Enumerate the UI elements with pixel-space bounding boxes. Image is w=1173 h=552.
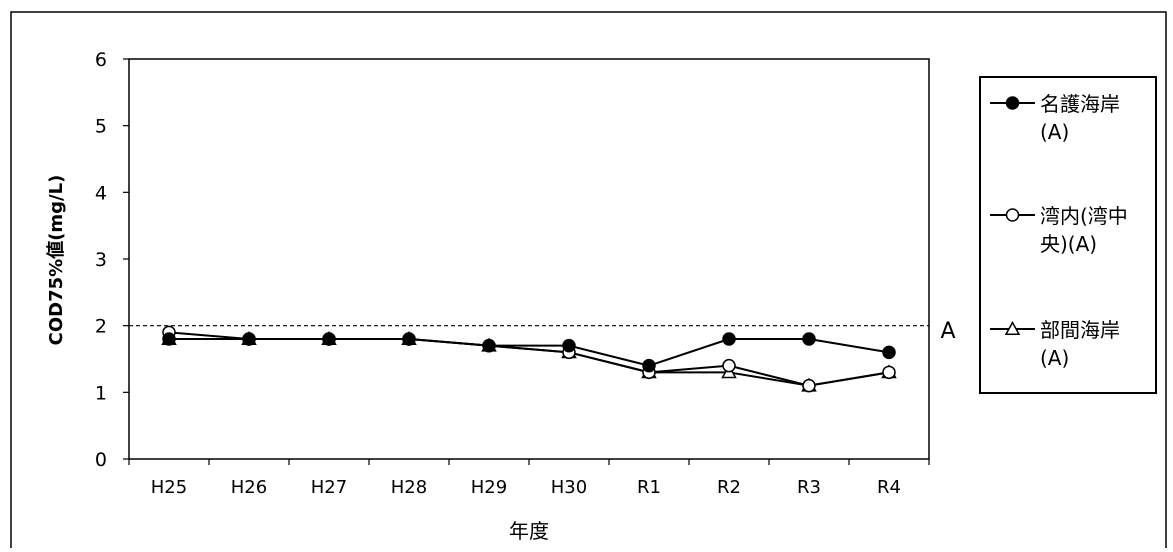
- data-point: [802, 378, 816, 393]
- x-tick-label: H26: [231, 477, 267, 498]
- plot-area: 0 1 2 3 4 5 6 H25 H26 H27 H28 H29 H30 R1 R2 R3 R4: [95, 49, 930, 498]
- x-tick-label: R2: [717, 477, 741, 498]
- reference-line-label: A: [940, 319, 955, 344]
- y-tick-label: 6: [95, 49, 107, 71]
- legend-label: (A): [1040, 120, 1069, 144]
- data-point: [482, 338, 496, 353]
- data-point: [562, 338, 576, 353]
- y-tick-label: 5: [95, 116, 107, 138]
- x-tick-label: H27: [311, 477, 347, 498]
- x-tick-label: H28: [391, 477, 427, 498]
- legend-label: 央)(A): [1040, 232, 1097, 256]
- x-tick-label: H30: [551, 477, 587, 498]
- data-point: [722, 358, 736, 373]
- x-tick-label: H29: [471, 477, 507, 498]
- legend-label: (A): [1040, 346, 1069, 370]
- legend-marker: [1005, 96, 1020, 110]
- legend-label: 名護海岸: [1040, 92, 1120, 116]
- legend: 名護海岸 (A) 湾内(湾中央)(A) 部間海岸 (A): [979, 76, 1157, 394]
- data-point: [802, 332, 816, 346]
- y-tick-label: 4: [95, 182, 107, 204]
- y-axis-title: COD75%値(mg/L): [45, 175, 67, 346]
- data-point: [722, 332, 736, 346]
- x-axis-title: 年度: [509, 519, 549, 543]
- x-tick-label: R1: [637, 477, 661, 498]
- y-tick-label: 3: [95, 249, 107, 271]
- data-point: [322, 332, 336, 346]
- x-tick-label: R3: [797, 477, 821, 498]
- data-point: [882, 345, 896, 360]
- data-point: [402, 332, 416, 346]
- y-tick-label: 0: [95, 449, 107, 471]
- legend-marker: [1004, 320, 1021, 335]
- data-point: [242, 332, 256, 346]
- x-tick-label: R4: [877, 477, 901, 498]
- x-tick-label: H25: [151, 477, 187, 498]
- plot-frame: [128, 58, 930, 460]
- legend-box: [979, 76, 1157, 394]
- legend-label: 部間海岸: [1040, 318, 1120, 342]
- legend-marker: [1005, 208, 1020, 222]
- data-point: [162, 332, 176, 346]
- data-point: [882, 365, 896, 380]
- y-tick-label: 2: [95, 316, 107, 338]
- legend-label: 湾内(湾中: [1040, 204, 1128, 228]
- data-point: [642, 358, 656, 373]
- y-tick-label: 1: [95, 382, 107, 404]
- series-line: [169, 338, 890, 367]
